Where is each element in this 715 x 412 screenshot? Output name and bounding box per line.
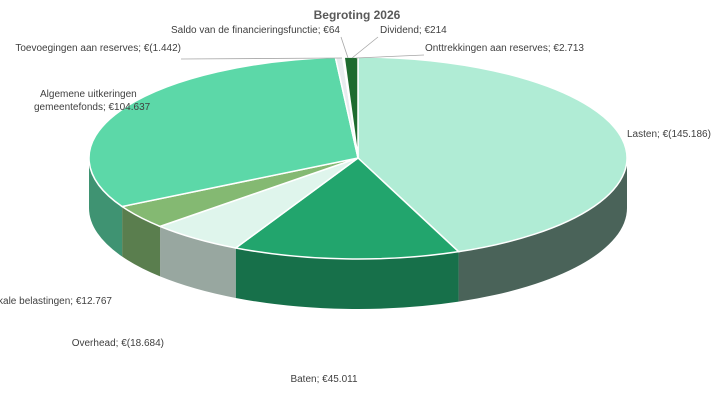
- slice-label-saldo-van-de-financieringsfunctie: Saldo van de financieringsfunctie; €64: [171, 25, 340, 36]
- pie-slice-onttrekkingen-aan-reserves: [343, 56, 359, 159]
- side-wall-algemene-uitkeringen-gemeentefonds: [89, 158, 123, 257]
- side-wall-lokale-belastingen: [122, 206, 161, 277]
- slice-label-lokale-belastingen: Lokale belastingen; €12.767: [0, 296, 112, 307]
- pie-slice-algemene-uitkeringen-gemeentefonds: [88, 56, 359, 208]
- leader-line-dividend: [351, 36, 379, 59]
- leader-line-saldo-van-de-financieringsfunctie: [340, 36, 349, 59]
- slice-label-toevoegingen-aan-reserves: Toevoegingen aan reserves; €(1.442): [15, 43, 181, 54]
- side-wall-baten: [235, 247, 459, 309]
- pie-side-walls: [89, 158, 627, 309]
- slice-label-overhead: Overhead; €(18.684): [72, 338, 164, 349]
- slice-label-dividend: Dividend; €214: [380, 25, 447, 36]
- pie-slice-lasten: [357, 56, 628, 253]
- slice-label-onttrekkingen-aan-reserves: Onttrekkingen aan reserves; €2.713: [425, 43, 584, 54]
- slice-label-baten: Baten; €45.011: [290, 374, 358, 385]
- chart-title: Begroting 2026: [314, 8, 401, 22]
- pie-slices: [88, 56, 628, 260]
- leader-line-onttrekkingen-aan-reserves: [355, 54, 425, 59]
- slice-label-algemene-uitkeringen-gemeentefonds: Algemene uitkeringen gemeentefonds; €104.…: [34, 89, 151, 113]
- pie-slice-baten: [233, 157, 461, 260]
- slice-labels: Lasten; €(145.186) Baten; €45.011 Overhead…: [0, 25, 711, 385]
- slice-label-lasten: Lasten; €(145.186): [627, 129, 711, 140]
- label-leader-lines: [180, 36, 425, 60]
- leader-line-toevoegingen-aan-reserves: [180, 57, 343, 60]
- side-wall-lasten: [458, 158, 627, 302]
